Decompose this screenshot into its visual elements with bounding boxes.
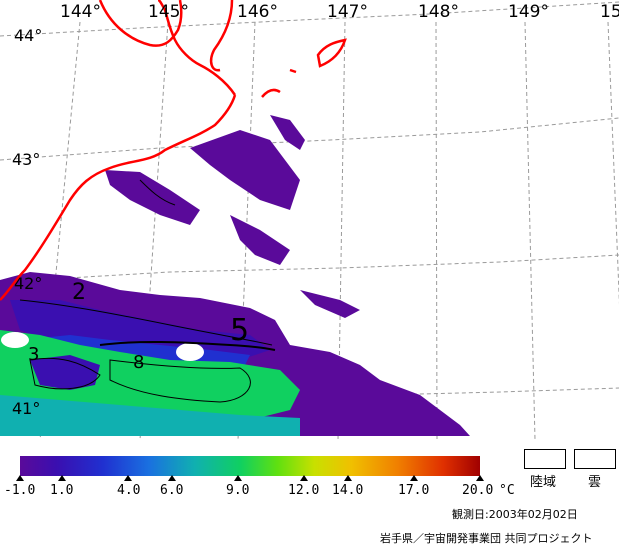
observation-date: 観測日:2003年02月02日 — [452, 508, 578, 521]
contour-label: 5 — [230, 313, 250, 348]
longitude-label: 147° — [327, 2, 368, 22]
colorbar-unit: °C — [499, 483, 515, 498]
land-legend-label: 陸域 — [530, 475, 557, 490]
colorbar-tick-label: 20.0 — [462, 483, 494, 498]
colorbar-tick-label: 6.0 — [160, 483, 184, 498]
colorbar-tick-label: 9.0 — [226, 483, 250, 498]
longitude-label: 148° — [418, 2, 459, 22]
colorbar-tick-label: 4.0 — [117, 483, 141, 498]
contour-label: 8 — [133, 352, 145, 373]
latitude-label: 43° — [12, 150, 41, 169]
contour-label: 2 — [72, 280, 86, 305]
latitude-label: 44° — [14, 26, 43, 45]
isotherms — [19, 179, 276, 403]
colorbar-tick-label: 1.0 — [50, 483, 74, 498]
colorbar-tick — [168, 475, 176, 481]
cloud-legend-label: 雲 — [588, 475, 602, 490]
colorbar-tick-label: 17.0 — [398, 483, 430, 498]
sst-map — [0, 0, 619, 440]
colorbar-tick — [476, 475, 484, 481]
longitude-label: 149° — [508, 2, 549, 22]
sst-field — [0, 115, 470, 436]
colorbar-tick-label: 14.0 — [332, 483, 364, 498]
colorbar-tick — [124, 475, 132, 481]
coastline — [0, 0, 347, 301]
longitude-label: 15 — [600, 2, 619, 22]
longitude-label: 145° — [148, 2, 189, 22]
colorbar-tick — [16, 475, 24, 481]
latitude-label: 42° — [14, 274, 43, 293]
cloud-legend-swatch — [574, 449, 616, 469]
longitude-label: 146° — [237, 2, 278, 22]
colorbar-tick-label: -1.0 — [4, 483, 36, 498]
contour-label: 3 — [28, 344, 40, 365]
latitude-label: 41° — [12, 399, 41, 418]
colorbar-tick-label: 12.0 — [288, 483, 320, 498]
longitude-label: 144° — [60, 2, 101, 22]
colorbar-tick — [410, 475, 418, 481]
colorbar-tick — [344, 475, 352, 481]
temperature-colorbar — [20, 456, 480, 476]
colorbar-tick — [234, 475, 242, 481]
credit-text: 岩手県／宇宙開発事業団 共同プロジェクト — [380, 532, 593, 545]
land-legend-swatch — [524, 449, 566, 469]
colorbar-tick — [58, 475, 66, 481]
colorbar-tick — [300, 475, 308, 481]
